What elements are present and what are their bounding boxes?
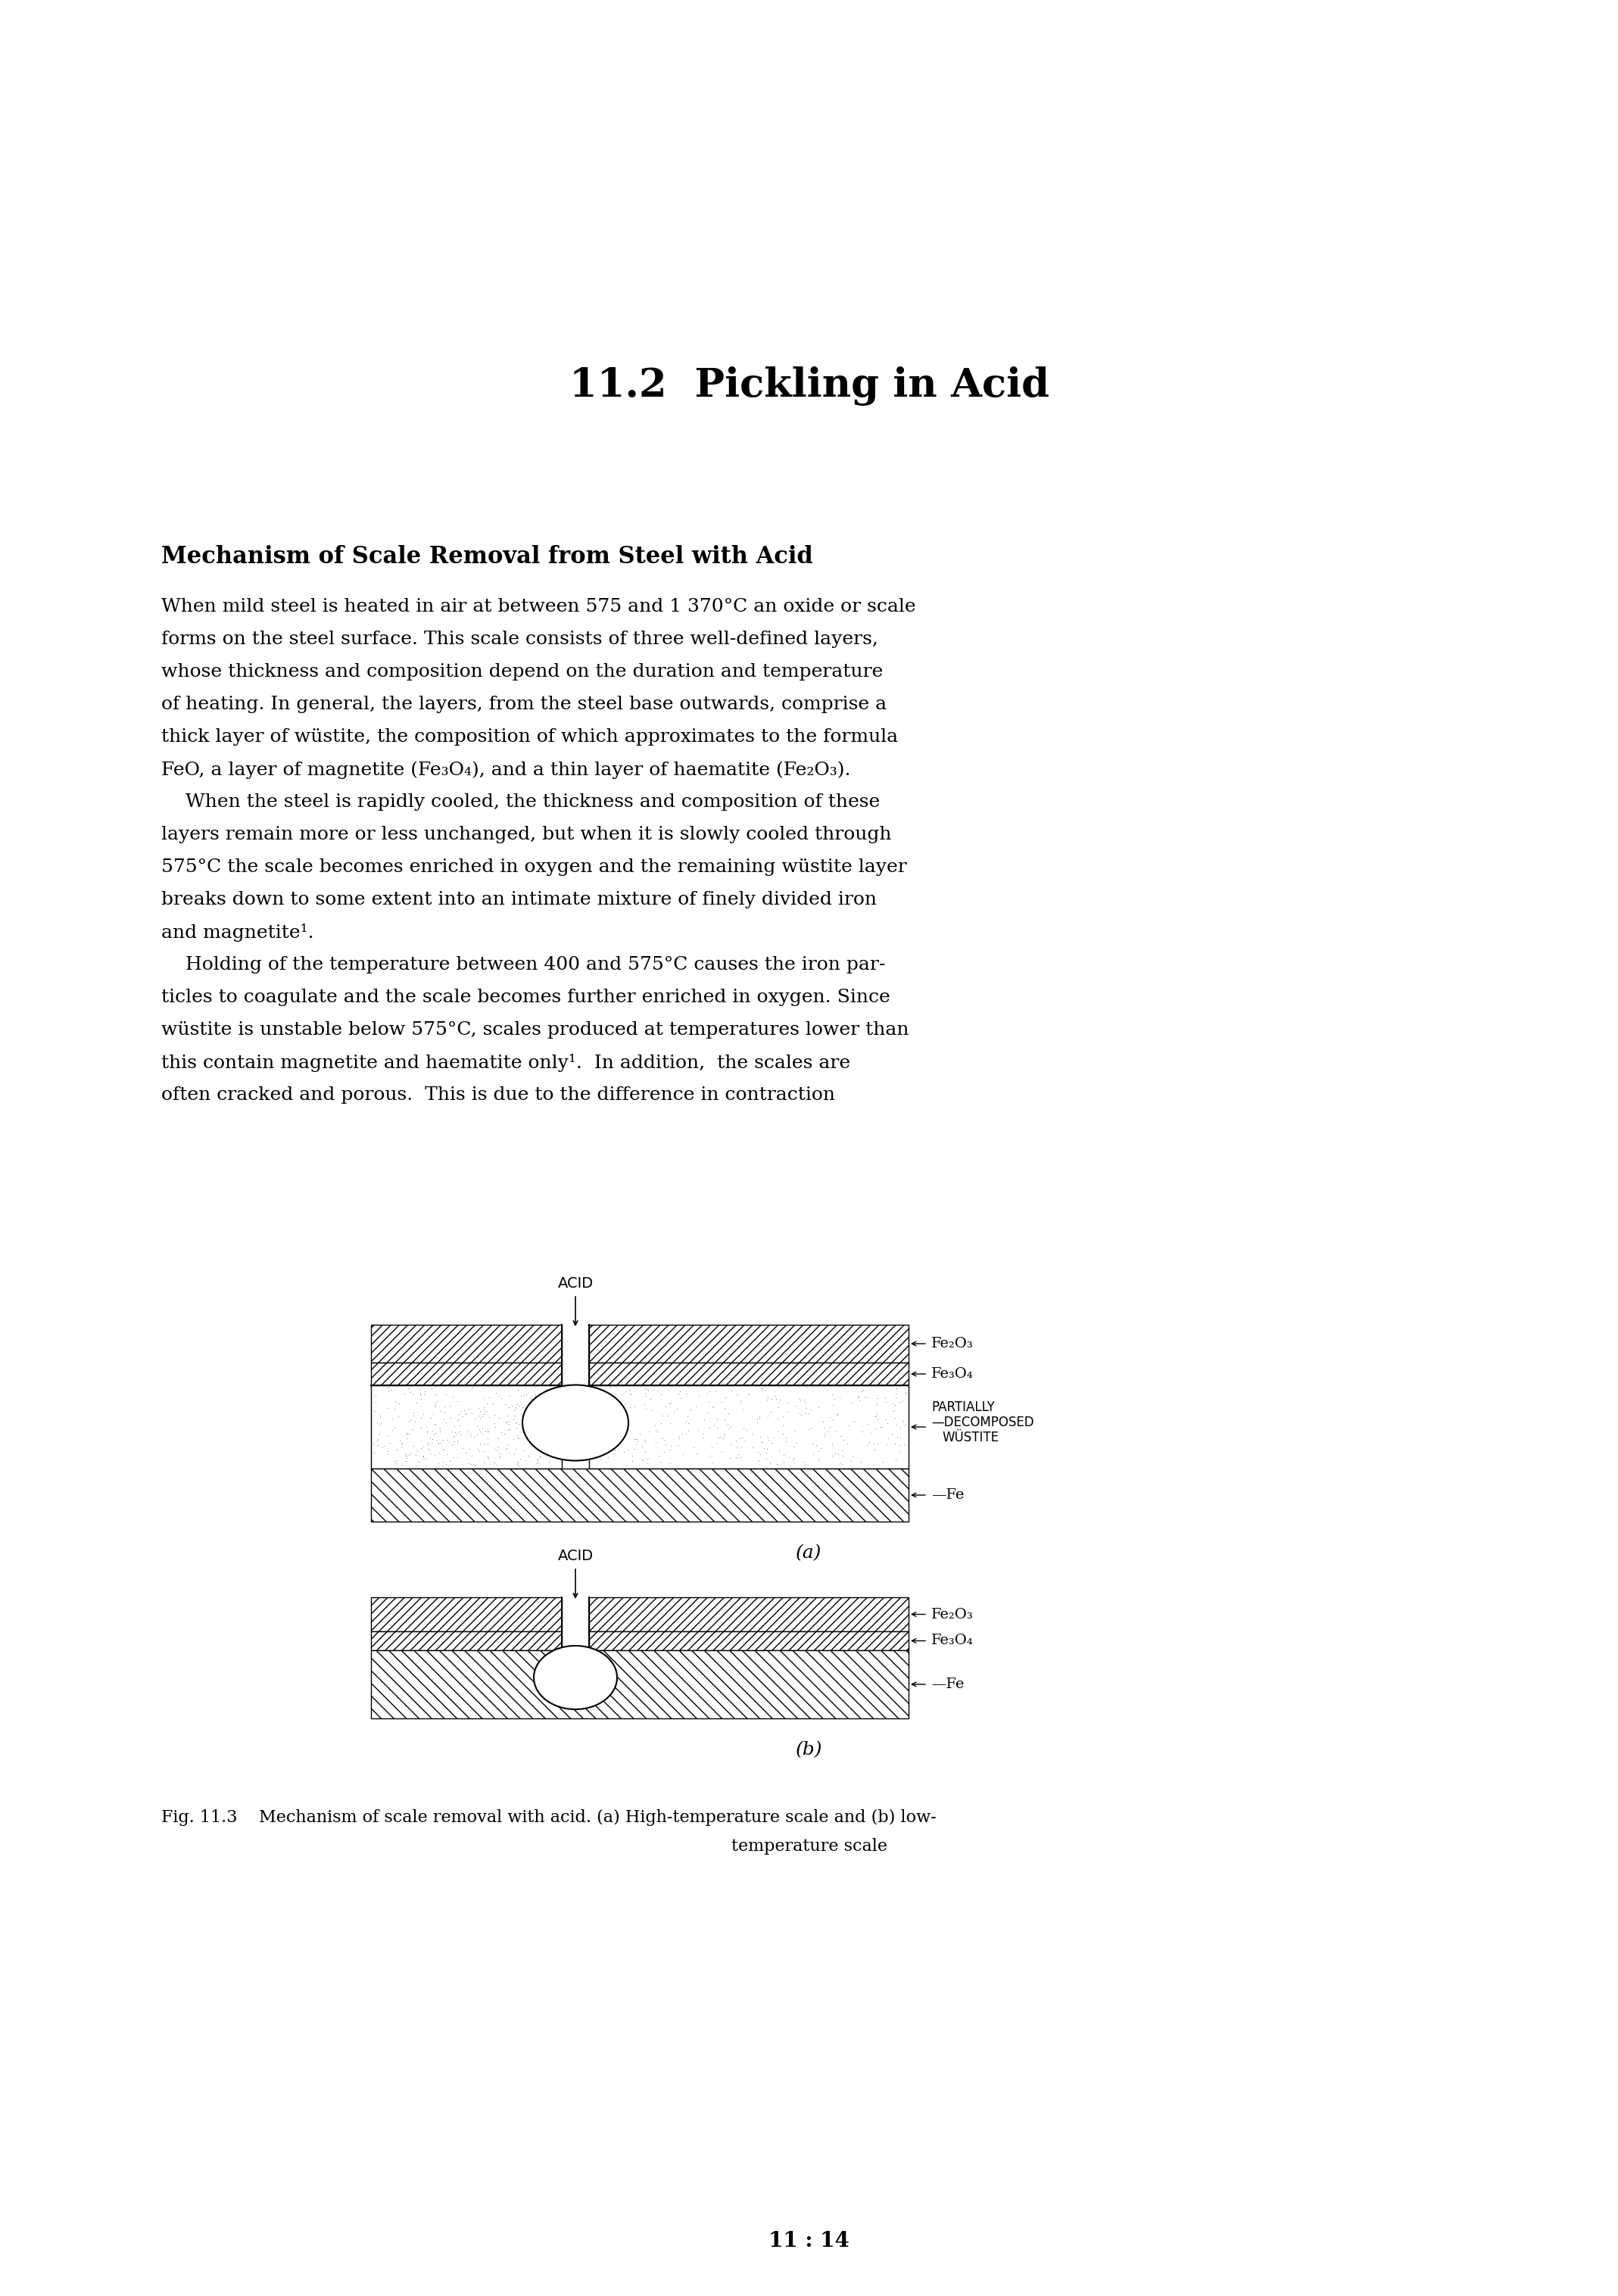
Text: 11 : 14: 11 : 14	[769, 2229, 849, 2250]
Bar	[371, 1632, 561, 1651]
Text: ACID: ACID	[558, 1277, 594, 1290]
Bar	[371, 1598, 561, 1632]
Text: Fe₂O₃: Fe₂O₃	[932, 1607, 974, 1621]
Bar	[589, 1384, 909, 1469]
Text: —Fe: —Fe	[932, 1488, 964, 1502]
Text: (b): (b)	[796, 1740, 822, 1759]
Text: 11.2  Pickling in Acid: 11.2 Pickling in Acid	[570, 367, 1048, 406]
Text: breaks down to some extent into an intimate mixture of finely divided iron: breaks down to some extent into an intim…	[162, 891, 877, 909]
Bar	[371, 1469, 909, 1522]
Text: WÜSTITE: WÜSTITE	[942, 1430, 998, 1444]
Bar	[589, 1362, 909, 1384]
Text: Fe₂O₃: Fe₂O₃	[932, 1336, 974, 1350]
Text: temperature scale: temperature scale	[731, 1839, 887, 1855]
Text: and magnetite¹.: and magnetite¹.	[162, 923, 314, 941]
Bar	[371, 1325, 561, 1362]
Text: Fe₃O₄: Fe₃O₄	[932, 1366, 974, 1380]
Text: ACID: ACID	[558, 1550, 594, 1564]
Ellipse shape	[523, 1384, 628, 1460]
Text: wüstite is unstable below 575°C, scales produced at temperatures lower than: wüstite is unstable below 575°C, scales …	[162, 1022, 909, 1038]
Text: ticles to coagulate and the scale becomes further enriched in oxygen. Since: ticles to coagulate and the scale become…	[162, 990, 890, 1006]
Text: forms on the steel surface. This scale consists of three well-defined layers,: forms on the steel surface. This scale c…	[162, 631, 879, 647]
Text: Fig. 11.3    Mechanism of scale removal with acid. (a) High-temperature scale an: Fig. 11.3 Mechanism of scale removal wit…	[162, 1809, 937, 1825]
Text: PARTIALLY: PARTIALLY	[932, 1401, 995, 1414]
Text: Mechanism of Scale Removal from Steel with Acid: Mechanism of Scale Removal from Steel wi…	[162, 544, 812, 569]
Text: thick layer of wüstite, the composition of which approximates to the formula: thick layer of wüstite, the composition …	[162, 728, 898, 746]
Text: of heating. In general, the layers, from the steel base outwards, comprise a: of heating. In general, the layers, from…	[162, 696, 887, 714]
Text: Fe₃O₄: Fe₃O₄	[932, 1635, 974, 1649]
Bar	[589, 1598, 909, 1632]
Text: —DECOMPOSED: —DECOMPOSED	[932, 1417, 1034, 1428]
Bar	[371, 1651, 909, 1717]
Text: —Fe: —Fe	[932, 1678, 964, 1692]
Ellipse shape	[534, 1646, 616, 1708]
Bar	[371, 1384, 561, 1469]
Text: When the steel is rapidly cooled, the thickness and composition of these: When the steel is rapidly cooled, the th…	[162, 794, 880, 810]
Bar	[589, 1325, 909, 1362]
Text: this contain magnetite and haematite only¹.  In addition,  the scales are: this contain magnetite and haematite onl…	[162, 1054, 851, 1072]
Text: often cracked and porous.  This is due to the difference in contraction: often cracked and porous. This is due to…	[162, 1086, 835, 1104]
Text: Holding of the temperature between 400 and 575°C causes the iron par-: Holding of the temperature between 400 a…	[162, 955, 885, 974]
Text: 575°C the scale becomes enriched in oxygen and the remaining wüstite layer: 575°C the scale becomes enriched in oxyg…	[162, 859, 906, 875]
Bar	[589, 1632, 909, 1651]
Text: FeO, a layer of magnetite (Fe₃O₄), and a thin layer of haematite (Fe₂O₃).: FeO, a layer of magnetite (Fe₃O₄), and a…	[162, 760, 851, 778]
Text: layers remain more or less unchanged, but when it is slowly cooled through: layers remain more or less unchanged, bu…	[162, 827, 892, 843]
Text: whose thickness and composition depend on the duration and temperature: whose thickness and composition depend o…	[162, 664, 883, 680]
Text: (a): (a)	[796, 1545, 822, 1561]
Bar	[371, 1362, 561, 1384]
Text: When mild steel is heated in air at between 575 and 1 370°C an oxide or scale: When mild steel is heated in air at betw…	[162, 597, 916, 615]
